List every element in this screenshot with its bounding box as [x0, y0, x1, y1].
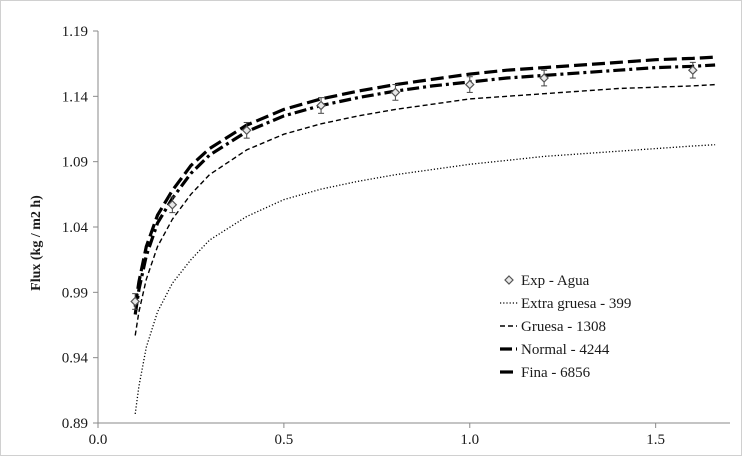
legend: Exp - Agua Extra gruesa - 399 Gruesa - 130…	[500, 273, 631, 381]
y-tick-label: 1.14	[62, 89, 89, 105]
y-tick-label: 1.19	[62, 24, 88, 40]
data-point-marker	[464, 79, 475, 90]
legend-label-4: Fina - 6856	[521, 365, 591, 381]
y-tick-label: 0.89	[62, 416, 88, 432]
y-tick-label: 1.04	[62, 220, 89, 236]
x-tick-label: 1.5	[646, 432, 665, 448]
data-point-marker	[390, 87, 401, 98]
data-point-marker	[687, 65, 698, 76]
x-tick-label: 0.5	[275, 432, 294, 448]
y-tick-label: 0.94	[62, 351, 89, 367]
x-tick-label: 0.0	[89, 432, 108, 448]
legend-marker-exp	[504, 275, 514, 285]
legend-label-3: Normal - 4244	[521, 342, 610, 358]
y-axis-title: Flux (kg / m2 h)	[29, 195, 44, 291]
series-line-2	[134, 83, 716, 336]
legend-label-exp: Exp - Agua	[521, 273, 590, 289]
legend-label-1: Extra gruesa - 399	[521, 296, 631, 312]
series-line-1	[134, 144, 716, 414]
plot-series	[133, 55, 716, 414]
data-point-marker	[316, 100, 326, 111]
legend-label-2: Gruesa - 1308	[521, 319, 606, 335]
y-tick-label: 0.99	[62, 285, 88, 301]
tick-labels: 0.89 0.94 0.99 1.04 1.09 1.14 1.19 0.0 0.5 1.0 1.5	[62, 24, 665, 448]
data-point-marker	[539, 73, 549, 83]
series-line-3	[133, 63, 716, 315]
axes	[93, 30, 730, 428]
x-tick-label: 1.0	[460, 432, 479, 448]
data-point-marker	[241, 125, 252, 136]
y-tick-label: 1.09	[62, 155, 88, 171]
experimental-points	[130, 61, 698, 310]
data-point-marker	[167, 199, 178, 210]
data-point-marker	[130, 296, 141, 307]
